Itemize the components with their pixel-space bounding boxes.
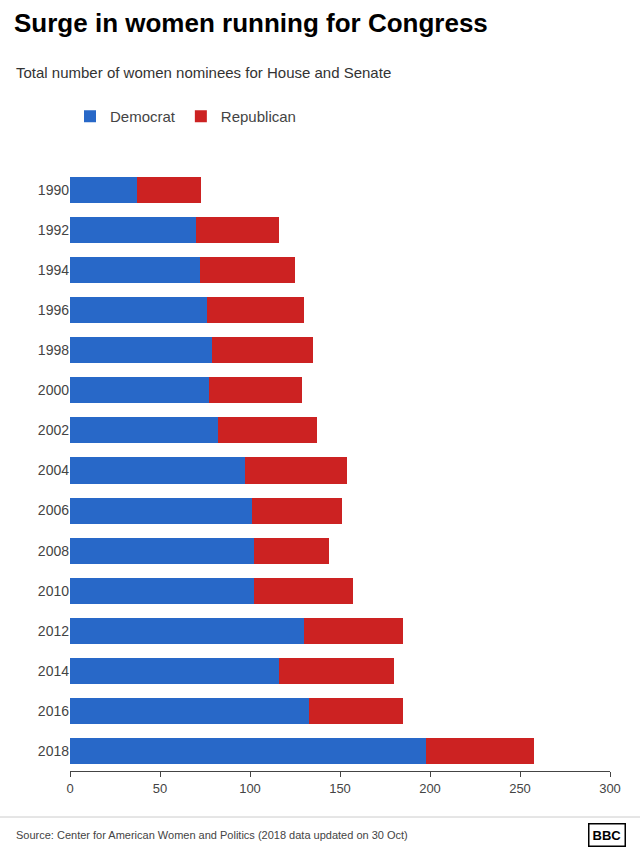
svg-text:Surge in women running for Con: Surge in women running for Congress bbox=[14, 8, 488, 38]
svg-text:1992: 1992 bbox=[38, 222, 69, 238]
svg-text:BBC: BBC bbox=[593, 828, 622, 843]
svg-text:Republican: Republican bbox=[221, 108, 296, 125]
svg-text:200: 200 bbox=[419, 781, 441, 796]
svg-text:2008: 2008 bbox=[38, 543, 69, 559]
svg-text:150: 150 bbox=[329, 781, 351, 796]
svg-text:2012: 2012 bbox=[38, 623, 69, 639]
svg-text:2002: 2002 bbox=[38, 422, 69, 438]
svg-text:1990: 1990 bbox=[38, 182, 69, 198]
svg-text:Total number of women nominees: Total number of women nominees for House… bbox=[16, 64, 391, 81]
svg-text:2018: 2018 bbox=[38, 743, 69, 759]
svg-text:300: 300 bbox=[599, 781, 621, 796]
svg-text:0: 0 bbox=[66, 781, 73, 796]
svg-text:2010: 2010 bbox=[38, 583, 69, 599]
svg-text:2014: 2014 bbox=[38, 663, 69, 679]
svg-text:2016: 2016 bbox=[38, 703, 69, 719]
svg-text:1998: 1998 bbox=[38, 342, 69, 358]
svg-text:2006: 2006 bbox=[38, 502, 69, 518]
svg-text:Source: Center for American Wo: Source: Center for American Women and Po… bbox=[16, 829, 408, 841]
svg-text:2000: 2000 bbox=[38, 382, 69, 398]
svg-text:250: 250 bbox=[509, 781, 531, 796]
svg-text:50: 50 bbox=[153, 781, 167, 796]
svg-text:1994: 1994 bbox=[38, 262, 69, 278]
svg-text:1996: 1996 bbox=[38, 302, 69, 318]
svg-text:Democrat: Democrat bbox=[110, 108, 176, 125]
svg-text:100: 100 bbox=[239, 781, 261, 796]
svg-text:2004: 2004 bbox=[38, 462, 69, 478]
